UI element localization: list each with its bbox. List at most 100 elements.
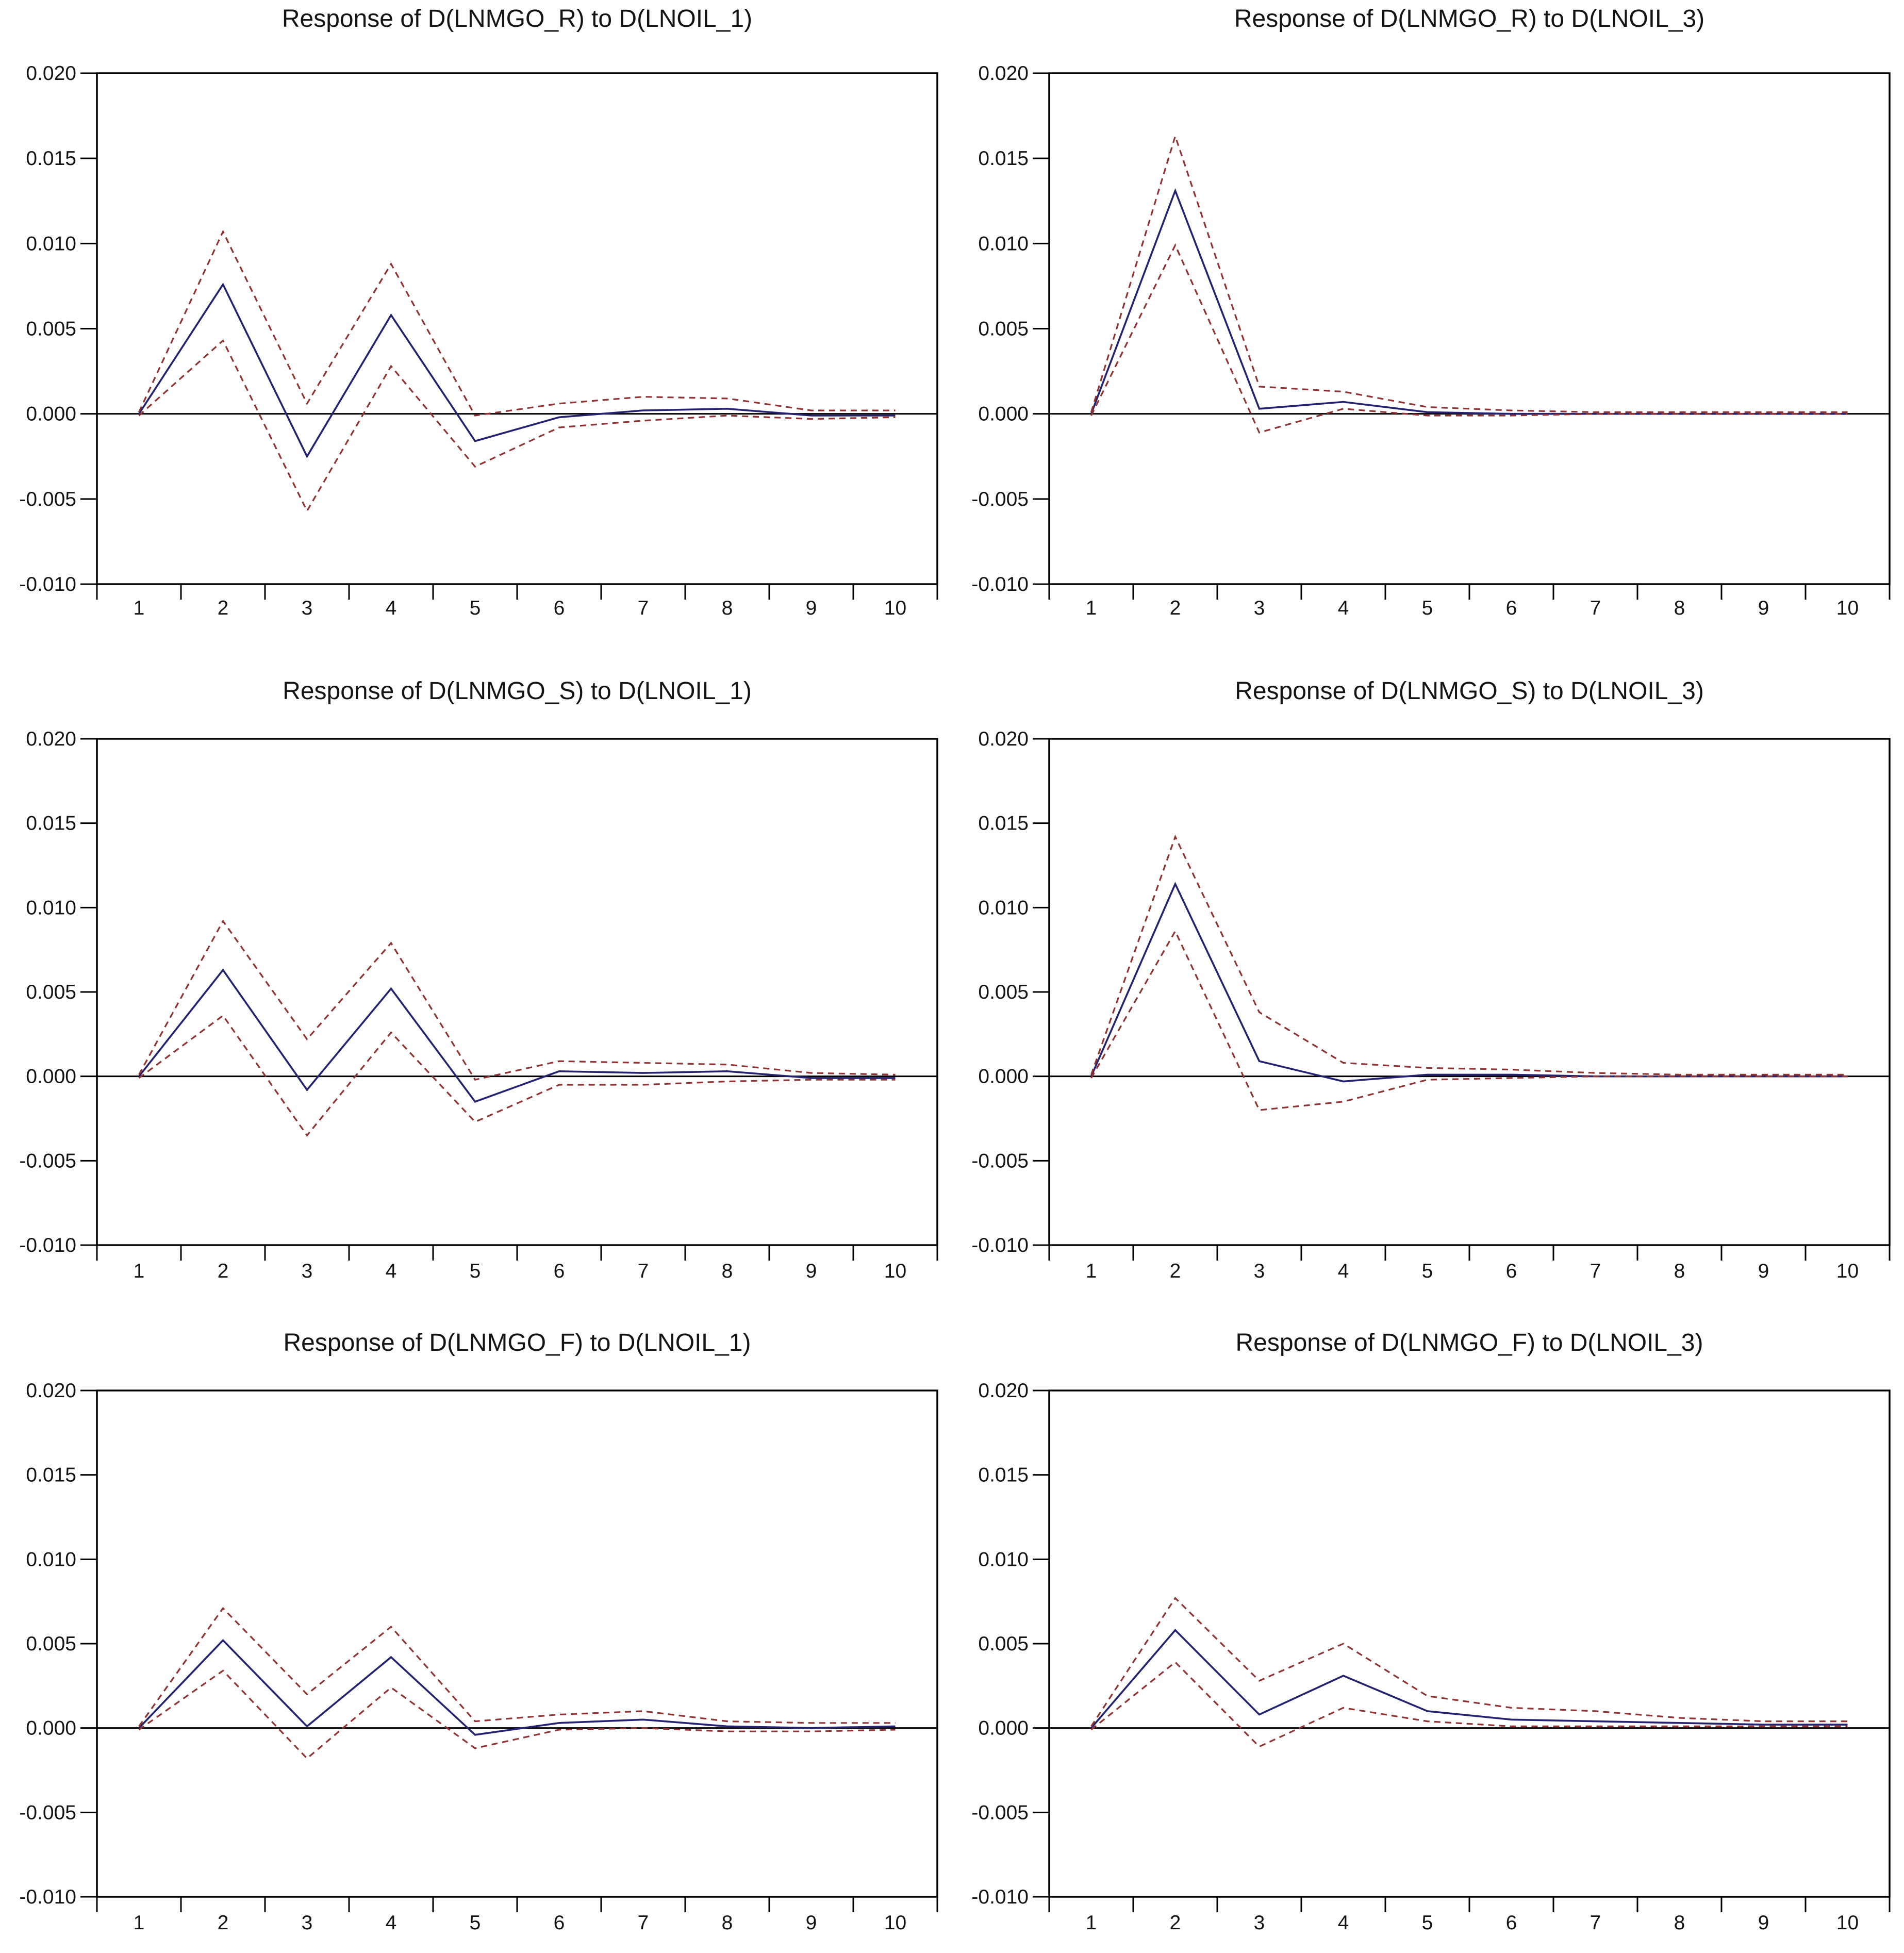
x-axis-tick-label: 6 bbox=[1506, 1912, 1517, 1934]
irf-panel-dlnmgo-f-to-dlnoil-3: Response of D(LNMGO_F) to D(LNOIL_3) 0.0… bbox=[952, 1301, 1904, 1953]
x-axis-tick-label: 6 bbox=[1506, 1260, 1517, 1282]
irf-chart: Response of D(LNMGO_F) to D(LNOIL_3) 0.0… bbox=[971, 1329, 1891, 1934]
y-axis-tick-label: 0.020 bbox=[26, 1380, 76, 1402]
x-axis-tick-label: 1 bbox=[1086, 1260, 1097, 1282]
x-axis-tick-label: 2 bbox=[1170, 597, 1181, 619]
x-axis-tick-label: 2 bbox=[218, 1912, 229, 1934]
y-axis-tick-label: -0.005 bbox=[19, 488, 76, 510]
plot-area: 0.020 0.015 0.010 0.005 0.000 -0.005 -0.010 1 2 3… bbox=[19, 728, 938, 1282]
plot-border bbox=[96, 72, 938, 585]
panel-title: Response of D(LNMGO_F) to D(LNOIL_1) bbox=[284, 1329, 751, 1356]
series-upper_2se_band bbox=[1090, 834, 1848, 1076]
x-axis-tick-label: 9 bbox=[806, 1260, 817, 1282]
x-axis-tick-label: 10 bbox=[1836, 597, 1859, 619]
x-axis-tick-label: 1 bbox=[134, 597, 145, 619]
x-axis-tick-label: 8 bbox=[722, 1260, 733, 1282]
irf-panel-dlnmgo-s-to-dlnoil-1: Response of D(LNMGO_S) to D(LNOIL_1) 0.0… bbox=[0, 650, 952, 1301]
x-axis-tick-label: 9 bbox=[1758, 1912, 1769, 1934]
series-upper_2se_band bbox=[138, 1607, 896, 1727]
x-axis-tick-label: 3 bbox=[302, 1260, 313, 1282]
plot-area: 0.020 0.015 0.010 0.005 0.000 -0.005 -0.010 1 2 3… bbox=[971, 728, 1891, 1282]
x-axis-tick-label: 9 bbox=[1758, 1260, 1769, 1282]
y-axis-tick-label: 0.020 bbox=[978, 728, 1029, 750]
y-axis-tick-label: 0.005 bbox=[26, 981, 76, 1003]
irf-chart: Response of D(LNMGO_R) to D(LNOIL_3) 0.0… bbox=[971, 5, 1891, 619]
y-axis-tick-label: 0.010 bbox=[26, 1548, 76, 1570]
panel-title: Response of D(LNMGO_S) to D(LNOIL_1) bbox=[283, 677, 752, 705]
x-axis-tick-label: 4 bbox=[1338, 597, 1349, 619]
irf-panel-dlnmgo-r-to-dlnoil-3: Response of D(LNMGO_R) to D(LNOIL_3) 0.0… bbox=[952, 0, 1904, 650]
x-axis-tick-label: 1 bbox=[134, 1912, 145, 1934]
y-axis-tick-label: 0.000 bbox=[26, 403, 76, 425]
plot-border bbox=[96, 738, 938, 1246]
y-axis-tick-label: 0.020 bbox=[978, 62, 1029, 85]
x-axis-tick-label: 5 bbox=[470, 1912, 481, 1934]
y-axis-tick-label: 0.005 bbox=[978, 318, 1029, 340]
y-axis-tick-label: 0.000 bbox=[26, 1066, 76, 1088]
y-axis-tick-label: -0.010 bbox=[971, 1234, 1029, 1256]
y-axis-tick-label: 0.010 bbox=[978, 897, 1029, 919]
x-axis-tick-label: 7 bbox=[1590, 1912, 1601, 1934]
series-upper_2se_band bbox=[138, 229, 896, 417]
y-axis-tick-label: -0.010 bbox=[19, 1886, 76, 1908]
x-axis-tick-label: 5 bbox=[1422, 1260, 1433, 1282]
x-axis-tick-label: 1 bbox=[1086, 597, 1097, 619]
series-response bbox=[138, 968, 896, 1103]
x-axis-tick-label: 8 bbox=[722, 1912, 733, 1934]
x-axis-tick-label: 10 bbox=[1836, 1912, 1859, 1934]
y-axis-tick-label: -0.010 bbox=[971, 1886, 1029, 1908]
y-axis-tick-label: 0.010 bbox=[978, 233, 1029, 255]
x-axis-tick-label: 2 bbox=[218, 597, 229, 619]
series-lower_2se_band bbox=[138, 1669, 896, 1760]
y-axis-tick-label: -0.010 bbox=[19, 1234, 76, 1256]
y-axis-tick-label: -0.005 bbox=[19, 1150, 76, 1172]
y-axis-tick-label: 0.015 bbox=[26, 813, 76, 835]
series-upper_2se_band bbox=[1090, 1597, 1848, 1727]
x-axis-tick-label: 6 bbox=[1506, 597, 1517, 619]
x-axis-tick-label: 8 bbox=[1674, 1260, 1685, 1282]
panel-title: Response of D(LNMGO_R) to D(LNOIL_1) bbox=[282, 5, 752, 32]
x-axis-tick-label: 1 bbox=[1086, 1912, 1097, 1934]
x-axis-tick-label: 6 bbox=[554, 1260, 565, 1282]
y-axis-tick-label: 0.000 bbox=[978, 403, 1029, 425]
irf-chart: Response of D(LNMGO_S) to D(LNOIL_3) 0.0… bbox=[971, 677, 1891, 1282]
y-axis-tick-label: 0.005 bbox=[26, 1633, 76, 1655]
x-axis-tick-label: 4 bbox=[386, 1260, 397, 1282]
panel-title: Response of D(LNMGO_F) to D(LNOIL_3) bbox=[1236, 1329, 1703, 1356]
plot-area: 0.020 0.015 0.010 0.005 0.000 -0.005 -0.010 1 2 3… bbox=[971, 62, 1891, 619]
x-axis-tick-label: 5 bbox=[1422, 1912, 1433, 1934]
y-axis-tick-label: 0.010 bbox=[978, 1548, 1029, 1570]
x-axis-tick-label: 3 bbox=[1254, 1260, 1265, 1282]
y-axis-tick-label: 0.010 bbox=[26, 897, 76, 919]
x-axis-tick-label: 9 bbox=[1758, 597, 1769, 619]
series-lower_2se_band bbox=[138, 1014, 896, 1137]
x-axis-tick-label: 8 bbox=[1674, 1912, 1685, 1934]
x-axis-tick-label: 5 bbox=[1422, 597, 1433, 619]
panel-title: Response of D(LNMGO_S) to D(LNOIL_3) bbox=[1235, 677, 1704, 705]
irf-panel-dlnmgo-s-to-dlnoil-3: Response of D(LNMGO_S) to D(LNOIL_3) 0.0… bbox=[952, 650, 1904, 1301]
series-lower_2se_band bbox=[1090, 929, 1848, 1111]
x-axis-tick-label: 2 bbox=[1170, 1912, 1181, 1934]
y-axis-tick-label: 0.015 bbox=[26, 1464, 76, 1486]
plot-area: 0.020 0.015 0.010 0.005 0.000 -0.005 -0.010 1 2 3… bbox=[19, 1380, 938, 1934]
y-axis-tick-label: 0.005 bbox=[26, 318, 76, 340]
y-axis-tick-label: 0.020 bbox=[26, 728, 76, 750]
x-axis-tick-label: 5 bbox=[470, 1260, 481, 1282]
series-response bbox=[1090, 1629, 1848, 1729]
series-lower_2se_band bbox=[1090, 243, 1848, 434]
x-axis-tick-label: 1 bbox=[134, 1260, 145, 1282]
x-axis-tick-label: 6 bbox=[554, 1912, 565, 1934]
y-axis-tick-label: 0.000 bbox=[978, 1717, 1029, 1740]
series-response bbox=[138, 1638, 896, 1736]
x-axis-tick-label: 10 bbox=[884, 1260, 906, 1282]
x-axis-tick-label: 7 bbox=[638, 1912, 649, 1934]
x-axis-tick-label: 3 bbox=[1254, 597, 1265, 619]
series-response bbox=[138, 282, 896, 459]
x-axis-tick-label: 7 bbox=[1590, 1260, 1601, 1282]
y-axis-tick-label: 0.020 bbox=[26, 62, 76, 85]
x-axis-tick-label: 8 bbox=[1674, 597, 1685, 619]
x-axis-tick-label: 5 bbox=[470, 597, 481, 619]
irf-panel-dlnmgo-f-to-dlnoil-1: Response of D(LNMGO_F) to D(LNOIL_1) 0.0… bbox=[0, 1301, 952, 1953]
x-axis-tick-label: 7 bbox=[1590, 597, 1601, 619]
